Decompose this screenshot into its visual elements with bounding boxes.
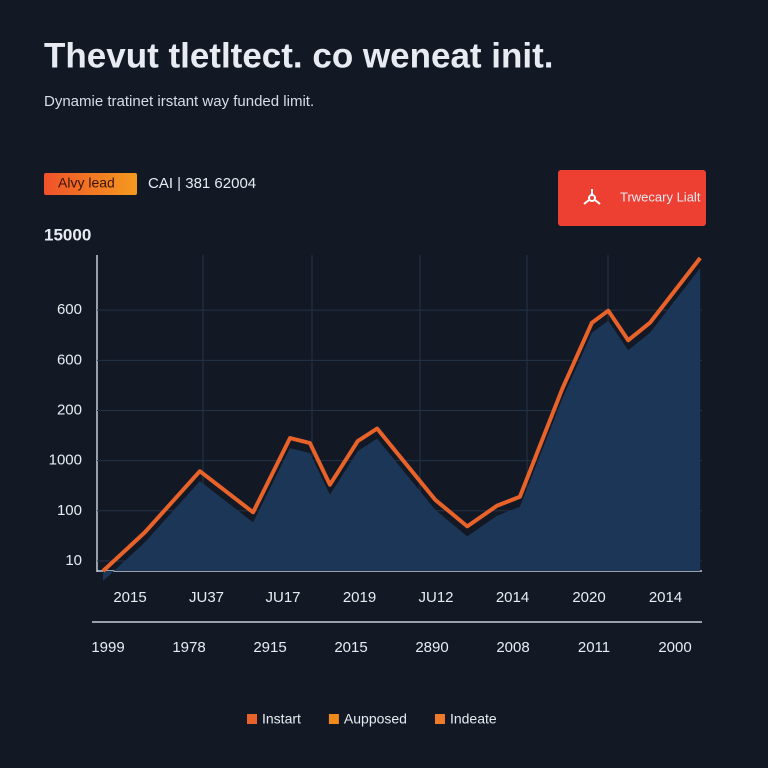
x-tick-label: JU12 bbox=[418, 589, 453, 606]
x-tick-label-2: 2015 bbox=[334, 639, 367, 656]
x-tick-label: 2014 bbox=[649, 589, 682, 606]
x-tick-label-2: 1978 bbox=[172, 639, 205, 656]
title: Thevut tletltect. co weneat init. bbox=[44, 36, 554, 75]
legend-swatch bbox=[247, 714, 257, 724]
button-label: Trwecary Lialt bbox=[620, 189, 701, 204]
legend-label: Aupposed bbox=[344, 711, 407, 727]
y-tick-label: 10 bbox=[65, 552, 82, 569]
x-tick-label: JU37 bbox=[189, 589, 224, 606]
y-tick-label: 100 bbox=[57, 502, 82, 519]
x-tick-label: 2020 bbox=[572, 589, 605, 606]
x-tick-label-2: 1999 bbox=[91, 639, 124, 656]
legend-label: Indeate bbox=[450, 711, 497, 727]
badge: Alvy lead bbox=[58, 175, 115, 191]
legend-swatch bbox=[328, 714, 339, 724]
area bbox=[103, 268, 701, 581]
y-tick-label: 1000 bbox=[49, 452, 82, 469]
info: CAI | 381 62004 bbox=[148, 175, 256, 192]
x-tick-label-2: 2008 bbox=[496, 639, 529, 656]
y-tick-label: 600 bbox=[57, 351, 82, 368]
button-icon bbox=[583, 189, 601, 205]
button[interactable] bbox=[558, 170, 706, 226]
x-tick-label: 2014 bbox=[496, 589, 529, 606]
subtitle: Dynamie tratinet irstant way funded limi… bbox=[44, 93, 314, 110]
line bbox=[101, 256, 702, 573]
legend-label: Instart bbox=[262, 711, 301, 727]
y-tick-label: 200 bbox=[57, 401, 82, 418]
legend-swatch bbox=[434, 714, 445, 724]
badge-bg bbox=[44, 173, 137, 195]
y-tick-label: 600 bbox=[57, 301, 82, 318]
x-tick-label-2: 2011 bbox=[578, 639, 610, 656]
x-tick-label: 2015 bbox=[113, 589, 146, 606]
x-tick-label-2: 2915 bbox=[253, 639, 286, 656]
x-tick-label-2: 2890 bbox=[415, 639, 448, 656]
x-tick-label: JU17 bbox=[265, 589, 300, 606]
y-axis-top: 15000 bbox=[44, 225, 91, 244]
x-tick-label-2: 2000 bbox=[658, 639, 691, 656]
x-tick-label: 2019 bbox=[343, 589, 376, 606]
